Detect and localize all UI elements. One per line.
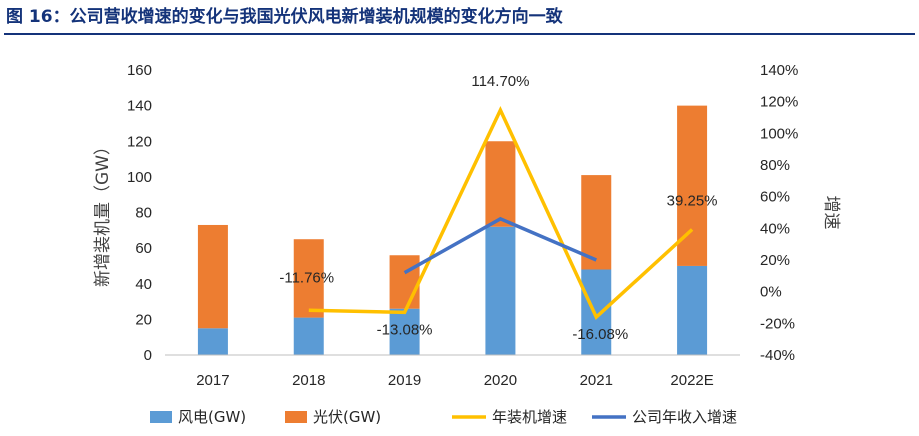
figure-title: 图 16：公司营收增速的变化与我国光伏风电新增装机规模的变化方向一致	[6, 7, 563, 27]
axes-layer: 2017 2018 2019 2020 2021 2022E 0 20 40 60 80 100 120…	[93, 62, 841, 389]
y2-tick-60pct: 60%	[760, 189, 790, 206]
bar-solar-2022E	[677, 105, 708, 266]
legend-swatch-solar	[285, 411, 307, 423]
bars-layer	[197, 105, 708, 355]
y2-tick-140pct: 140%	[760, 62, 798, 79]
data-labels-layer: -11.76% -13.08% 114.70% -16.08% 39.25%	[279, 73, 717, 343]
bar-solar-2019	[389, 255, 420, 309]
y-tick-140: 140	[127, 98, 152, 115]
y-tick-20: 20	[135, 311, 152, 328]
legend-label-wind: 风电(GW)	[178, 408, 246, 426]
legend-label-revenue-growth: 公司年收入增速	[632, 408, 737, 426]
y2-tick-100pct: 100%	[760, 125, 798, 142]
y-tick-80: 80	[135, 205, 152, 222]
legend-label-solar: 光伏(GW)	[313, 408, 381, 426]
data-label-2021: -16.08%	[572, 326, 628, 343]
bar-wind-2019	[389, 308, 420, 355]
x-tick-2017: 2017	[196, 372, 229, 389]
bar-solar-2021	[581, 175, 612, 270]
title-rule	[4, 33, 915, 35]
y-tick-100: 100	[127, 169, 152, 186]
line-annual-install-growth	[308, 105, 694, 321]
y2-tick--20pct: -20%	[760, 315, 795, 332]
bar-wind-2018	[293, 317, 324, 355]
y2-tick-40pct: 40%	[760, 220, 790, 237]
data-label-2018: -11.76%	[279, 269, 334, 286]
y2-tick--40pct: -40%	[760, 347, 795, 364]
bar-wind-2020	[485, 226, 516, 355]
y2-axis-title: 增速	[821, 196, 841, 230]
data-label-2020: 114.70%	[471, 73, 529, 90]
y2-tick-80pct: 80%	[760, 157, 790, 174]
bar-solar-2017	[197, 224, 228, 329]
x-tick-2018: 2018	[292, 372, 325, 389]
y-tick-0: 0	[144, 347, 152, 364]
y2-tick-20pct: 20%	[760, 252, 790, 269]
legend: 风电(GW) 光伏(GW) 年装机增速 公司年收入增速	[150, 408, 737, 426]
x-tick-2021: 2021	[580, 372, 613, 389]
y2-tick-0pct: 0%	[760, 284, 782, 301]
bar-wind-2022E	[677, 265, 708, 355]
y-tick-40: 40	[135, 276, 152, 293]
data-label-2019: -13.08%	[377, 321, 433, 338]
bar-solar-2020	[485, 141, 516, 227]
legend-swatch-wind	[150, 411, 172, 423]
y-tick-120: 120	[127, 133, 152, 150]
bar-wind-2017	[197, 328, 228, 355]
y-axis-title: 新增装机量（GW）	[93, 138, 113, 287]
legend-label-install-growth: 年装机增速	[492, 408, 567, 426]
x-tick-2020: 2020	[484, 372, 517, 389]
bar-solar-2018	[293, 239, 324, 318]
line-company-revenue-growth	[403, 216, 597, 275]
data-label-2022E: 39.25%	[667, 193, 718, 210]
lines-layer	[308, 105, 694, 321]
x-tick-2022E: 2022E	[670, 372, 713, 389]
y-tick-60: 60	[135, 240, 152, 257]
x-tick-2019: 2019	[388, 372, 421, 389]
y-tick-160: 160	[127, 62, 152, 79]
y2-tick-120pct: 120%	[760, 94, 798, 111]
bar-wind-2021	[581, 269, 612, 355]
